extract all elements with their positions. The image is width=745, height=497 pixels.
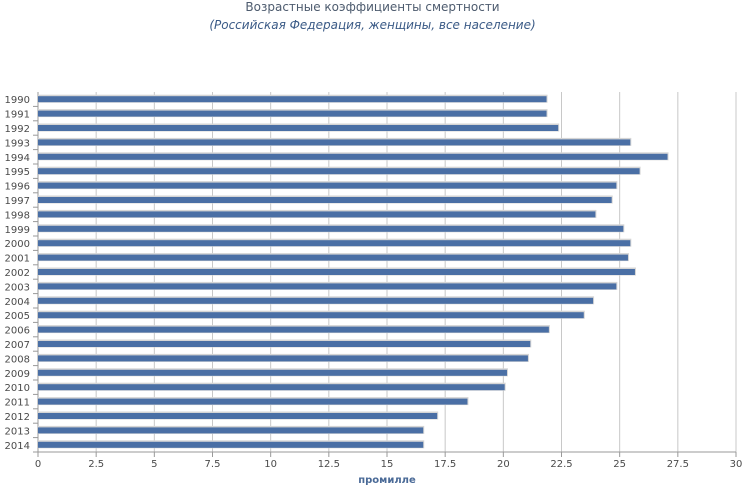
chart-title: Возрастные коэффициенты смертности [245,0,500,14]
bar [38,297,594,304]
y-tick-label: 2010 [5,383,30,394]
x-tick-label: 7.5 [205,459,221,470]
bar [38,369,507,376]
bars-group [38,94,669,449]
y-tick-labels: 1990 1991 1992 1993 1994 1995 1996 1997 1998 1999… [5,95,30,452]
y-tick-label: 2000 [5,239,30,250]
bar [38,441,424,448]
y-tick-label: 1994 [5,153,30,164]
y-tick-label: 1992 [5,124,30,135]
bar [38,398,468,405]
y-tick-label: 2003 [5,282,30,293]
bar [38,125,559,131]
y-tick-label: 2001 [5,254,30,265]
y-tick-label: 2009 [5,369,30,380]
y-tick-label: 2012 [5,412,30,423]
y-tick-label: 2005 [5,311,30,322]
bar [38,211,596,218]
y-tick-label: 1997 [5,196,30,207]
x-axis-title: промилле [358,475,416,486]
bar [38,240,631,247]
x-tick-label: 2.5 [88,459,104,470]
bar [38,225,624,232]
bar [38,254,628,261]
x-tick-label: 12.5 [318,459,340,470]
y-tick-label: 1999 [5,225,30,236]
x-tick-label: 30 [730,459,743,470]
y-tick-label: 2008 [5,354,30,365]
y-tick-label: 2011 [5,398,30,409]
bar [38,182,617,189]
bar [38,269,635,275]
x-tick-label: 17.5 [434,459,456,470]
x-tick-label: 15 [381,459,394,470]
x-tick-label: 25 [613,459,626,470]
x-tick-label: 20 [497,459,510,470]
bar [38,197,612,203]
chart-subtitle: (Российская Федерация, женщины, все насе… [209,18,536,32]
y-tick-label: 2014 [5,441,30,452]
bar [38,139,631,146]
bar [38,355,528,362]
bar [38,96,547,103]
y-tick-label: 1993 [5,138,30,149]
bar [38,168,640,175]
x-tick-label: 27.5 [667,459,689,470]
y-tick-label: 2002 [5,268,30,279]
bar [38,413,438,419]
y-tick-label: 1998 [5,210,30,221]
bar [38,283,617,290]
y-tick-label: 1995 [5,167,30,178]
bar [38,326,549,333]
y-tick-label: 1996 [5,182,30,193]
x-tick-label: 5 [151,459,157,470]
x-tick-label: 22.5 [550,459,572,470]
y-tick-label: 2004 [5,297,30,308]
x-tick-labels: 0 2.5 5 7.5 10 12.5 15 17.5 20 22.5 25 27.5 30 [35,459,743,470]
y-tick-label: 2007 [5,340,30,351]
bar [38,153,668,160]
bar [38,341,531,347]
x-tick-label: 0 [35,459,41,470]
bar [38,384,505,391]
y-tick-label: 1990 [5,95,30,106]
x-tick-label: 10 [264,459,277,470]
y-tick-label: 1991 [5,110,30,121]
y-tick-label: 2013 [5,426,30,437]
bar [38,110,547,117]
y-tick-label: 2006 [5,326,30,337]
bar [38,312,584,319]
bar [38,427,424,434]
